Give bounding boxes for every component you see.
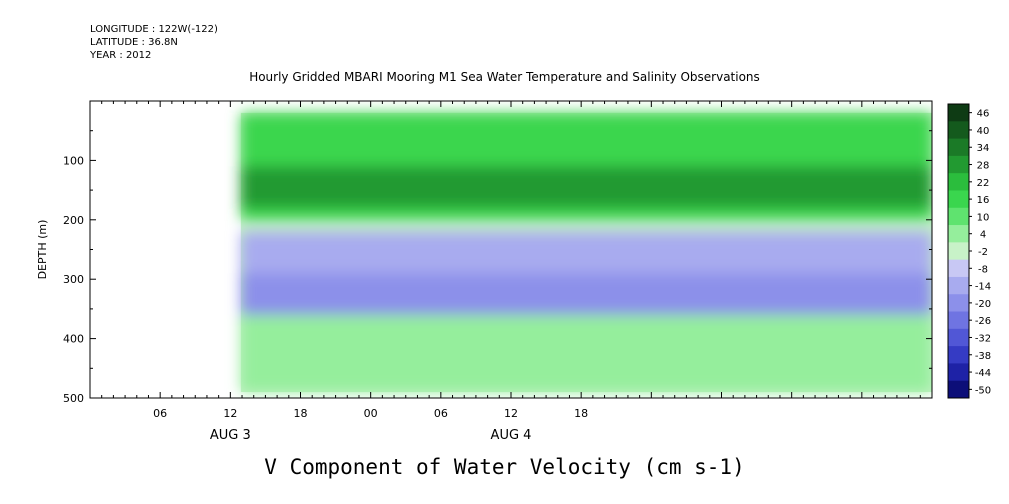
x-tick-label: 12 [223,407,237,420]
colorbar-swatch [948,225,969,243]
colorbar-swatch [948,138,969,157]
y-tick-label: 400 [63,333,84,346]
colorbar-label: -32 [975,333,991,344]
colorbar-label: -20 [975,299,991,310]
colorbar: 46 40 34 28 22 16 10 4 -2 -8 -14 -20 -26 -32 -38 -44 -50 [947,103,991,399]
y-tick-label: 100 [63,154,84,167]
x-tick-label: 06 [434,407,448,420]
y-axis-label: DEPTH (m) [36,220,49,280]
colorbar-swatch [948,207,969,226]
colorbar-swatch [948,380,969,399]
layer-upper-core [240,166,932,208]
colorbar-label: 28 [977,161,990,172]
chart-caption: V Component of Water Velocity (cm s-1) [264,455,745,479]
year-label: YEAR : 2012 [90,50,152,61]
colorbar-swatch [948,104,969,122]
colorbar-swatch [948,346,969,364]
colorbar-label: -44 [975,368,991,379]
colorbar-label: 40 [977,126,990,137]
date-label: AUG 4 [491,428,532,443]
x-tick-label: 00 [364,407,378,420]
colorbar-swatch [948,121,969,140]
velocity-field [240,112,932,393]
colorbar-swatch [948,363,969,382]
longitude-label: LONGITUDE : 122W(-122) [90,24,218,35]
colorbar-label: -50 [975,385,991,396]
colorbar-swatch [948,294,969,313]
colorbar-label: -14 [975,282,991,293]
x-tick-label: 18 [574,407,588,420]
layer-group [240,112,932,393]
colorbar-label: 46 [977,109,990,120]
y-tick-label: 300 [63,273,84,286]
colorbar-swatch [948,242,969,261]
colorbar-swatch [948,259,969,278]
colorbar-swatch [948,276,969,295]
colorbar-label: 22 [977,178,990,189]
y-tick-label: 500 [63,392,84,405]
colorbar-label: 16 [977,195,990,206]
colorbar-swatch [948,190,969,209]
colorbar-swatch [948,173,969,191]
layer-lower-patch [240,314,932,393]
chart-title: Hourly Gridded MBARI Mooring M1 Sea Wate… [249,70,760,84]
colorbar-swatch [948,328,969,347]
x-tick-label: 18 [294,407,308,420]
x-tick-label: 06 [153,407,167,420]
y-tick-label: 200 [63,214,84,227]
x-tick-label: 12 [504,407,518,420]
colorbar-label: -2 [978,247,988,258]
colorbar-label: 34 [977,143,990,154]
colorbar-label: -38 [975,351,991,362]
colorbar-swatch [948,311,969,330]
colorbar-label: -8 [978,264,988,275]
date-label: AUG 3 [210,428,251,443]
axes: 06 12 18 00 06 12 18 AUG 3 AUG 4 100 200 300 400 500 D… [36,100,933,443]
colorbar-label: 4 [980,230,986,241]
latitude-label: LATITUDE : 36.8N [90,37,178,48]
colorbar-label: 10 [977,212,990,223]
colorbar-label: -26 [975,316,991,327]
colorbar-swatch [948,155,969,174]
